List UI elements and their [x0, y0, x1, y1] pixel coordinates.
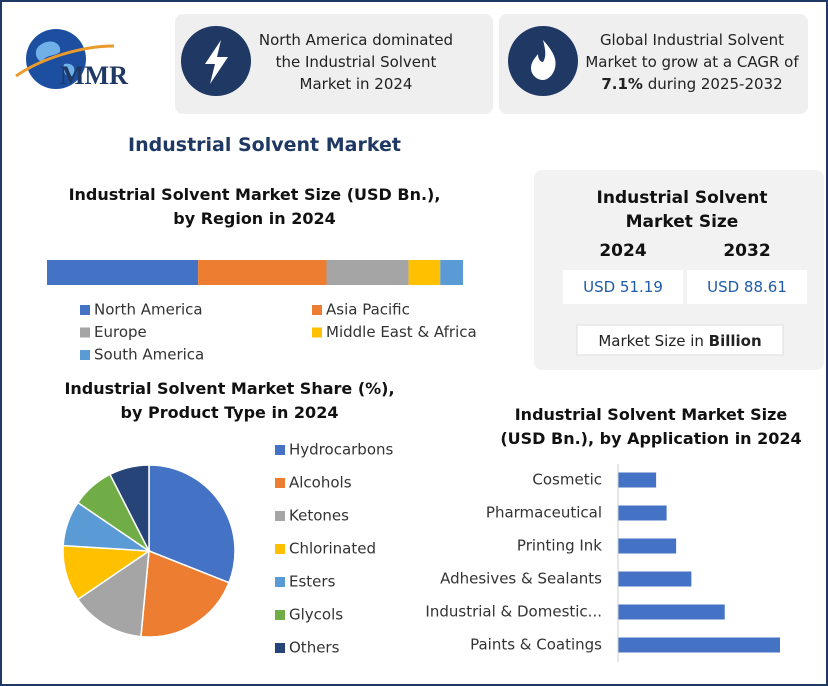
bar [618, 571, 692, 587]
legend-swatch [80, 350, 90, 360]
legend-label: Alcohols [289, 474, 352, 492]
bar-segment [198, 260, 327, 285]
fact-text: during 2025-2032 [642, 75, 783, 93]
legend-swatch [275, 511, 285, 521]
legend-label: Asia Pacific [326, 301, 410, 319]
legend-swatch [275, 577, 285, 587]
fact-box [175, 14, 493, 114]
chart-title: Industrial Solvent Market Size (USD Bn.)… [500, 405, 802, 448]
fact-text: North America dominated the Industrial S… [258, 31, 454, 93]
note-text: Market Size in [598, 332, 709, 350]
bar-segment [47, 260, 199, 285]
category-label: Paints & Coatings [470, 636, 602, 654]
bar [618, 637, 780, 653]
legend-swatch [80, 327, 90, 338]
fact-highlight: 7.1% [601, 75, 643, 93]
legend-label: North America [94, 301, 203, 319]
note-box [576, 324, 784, 356]
year: 2032 [723, 241, 771, 261]
bolt [205, 40, 228, 84]
legend-label: Hydrocarbons [289, 441, 394, 459]
bar [618, 505, 667, 521]
pie-slice [108, 464, 150, 552]
logo-text: MMR [60, 61, 128, 90]
legend-label: South America [94, 346, 204, 364]
bar-segment [326, 260, 409, 285]
size-value: USD 88.61 [707, 278, 787, 296]
pie-slice [76, 549, 150, 638]
logo-land [35, 41, 75, 77]
category-label: Cosmetic [532, 471, 602, 489]
logo-swoosh [15, 44, 115, 78]
category-label: Pharmaceutical [486, 504, 602, 522]
legend-label: Esters [289, 573, 336, 591]
chart-title: Industrial Solvent Market Size (USD Bn.)… [68, 185, 441, 228]
legend-label: Ketones [289, 507, 349, 525]
size-title: Industrial Solvent Market Size [596, 188, 768, 232]
flame [531, 40, 556, 80]
legend-swatch [80, 305, 90, 315]
bar [618, 604, 725, 620]
legend-swatch [312, 305, 322, 315]
bar-segment [440, 260, 463, 285]
fact-text: Global Industrial Solvent Market to grow… [584, 29, 800, 95]
legend-label: Others [289, 639, 340, 657]
value-box [563, 270, 683, 304]
legend-swatch [312, 327, 322, 338]
main-title: Industrial Solvent Market [128, 134, 401, 156]
pie-slice [140, 549, 230, 638]
category-label: Adhesives & Sealants [440, 570, 602, 588]
legend-label: Middle East & Africa [326, 323, 477, 341]
note-unit: Billion [708, 332, 762, 350]
category-label: Industrial & Domestic... [425, 603, 602, 621]
value-box [687, 270, 807, 304]
legend-swatch [275, 478, 285, 488]
size-note: Market Size in Billion [577, 332, 783, 350]
category-label: Printing Ink [517, 537, 602, 555]
fact-box [499, 14, 808, 114]
bar-segment [408, 260, 441, 285]
legend-label: Chlorinated [289, 540, 376, 558]
size-value: USD 51.19 [583, 278, 663, 296]
bar [618, 538, 677, 554]
bar [618, 472, 657, 488]
pie-slice [148, 464, 236, 584]
icon-flame [508, 26, 578, 96]
legend-label: Glycols [289, 606, 343, 624]
legend-swatch [275, 544, 285, 554]
legend-swatch [275, 643, 285, 653]
chart-title: Industrial Solvent Market Share (%), by … [64, 379, 395, 422]
legend-label: Europe [94, 323, 147, 341]
charts: North America Asia Pacific Europe Middle Ea… [47, 260, 780, 662]
legend-swatch [275, 610, 285, 620]
year: 2024 [599, 241, 647, 261]
legend-swatch [275, 445, 285, 455]
fact-text: Global Industrial Solvent Market to grow… [585, 31, 799, 71]
